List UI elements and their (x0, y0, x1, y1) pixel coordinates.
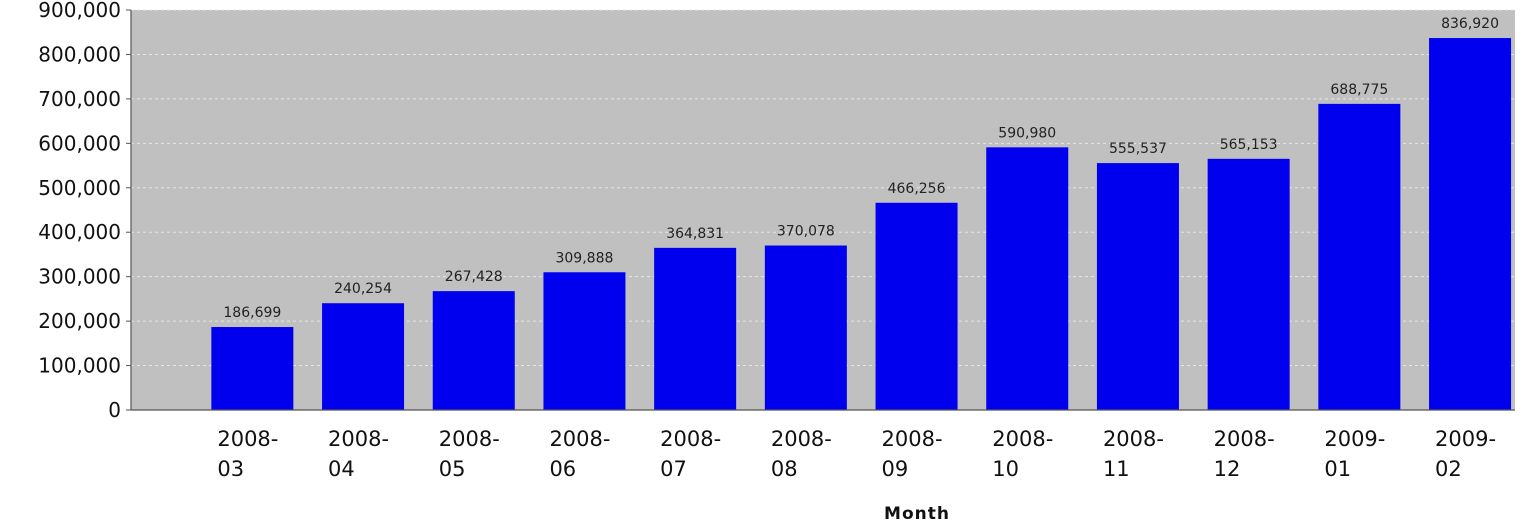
axes (130, 10, 1515, 411)
data-label: 186,699 (223, 305, 281, 321)
data-label: 240,254 (334, 281, 392, 297)
bar (1429, 38, 1512, 411)
y-tick-labels: 0 100,000 200,000 300,000 400,000 500,000 600,… (38, 0, 121, 422)
bar (764, 245, 847, 410)
bar (322, 303, 405, 410)
data-label: 309,888 (555, 250, 613, 266)
y-tick-label: 200,000 (38, 309, 121, 333)
x-tick-label: 2008-11 (1103, 427, 1164, 481)
bar (543, 272, 626, 410)
data-label: 267,428 (445, 269, 503, 285)
bar (875, 202, 958, 410)
x-tick-label: 2008-04 (328, 427, 389, 481)
x-tick-label: 2009-02 (1435, 427, 1496, 481)
x-tick-label: 2008-09 (882, 427, 943, 481)
x-tick-label: 2008-12 (1214, 427, 1275, 481)
data-label: 565,153 (1220, 137, 1278, 153)
bar (1207, 158, 1290, 410)
x-tick-label: 2008-07 (660, 427, 721, 481)
data-label: 364,831 (666, 226, 724, 242)
data-label: 555,537 (1109, 141, 1167, 157)
bar (211, 327, 294, 410)
data-label: 590,980 (998, 125, 1056, 141)
x-tick-label: 2008-03 (217, 427, 278, 481)
y-tick-label: 400,000 (38, 220, 121, 244)
bar (1318, 103, 1401, 410)
data-label: 688,775 (1330, 82, 1388, 98)
x-tick-label: 2008-06 (549, 427, 610, 481)
bar (986, 147, 1069, 410)
bar (1096, 163, 1179, 410)
y-tick-label: 300,000 (38, 265, 121, 289)
x-axis-label: Month (884, 504, 950, 523)
y-tick-label: 700,000 (38, 87, 121, 111)
data-label: 836,920 (1441, 16, 1499, 32)
x-tick-label: 2008-08 (771, 427, 832, 481)
y-tick-label: 900,000 (38, 0, 121, 22)
bar (654, 247, 737, 410)
y-tick-label: 600,000 (38, 131, 121, 155)
data-label: 370,078 (777, 224, 835, 240)
x-tick-label: 2008-10 (992, 427, 1053, 481)
y-tick-label: 800,000 (38, 42, 121, 66)
data-labels: 186,699 240,254 267,428 309,888 364,831 370,0… (223, 16, 1499, 321)
y-tick-label: 500,000 (38, 176, 121, 200)
y-tick-label: 0 (108, 398, 121, 422)
y-tick-label: 100,000 (38, 354, 121, 378)
x-tick-labels: 2008-03 2008-04 2008-05 2008-06 2008-07 2008-… (217, 427, 1496, 481)
x-tick-label: 2008-05 (439, 427, 500, 481)
bars (211, 38, 1512, 411)
bar (432, 291, 515, 410)
x-tick-label: 2009-01 (1324, 427, 1385, 481)
data-label: 466,256 (888, 181, 946, 197)
